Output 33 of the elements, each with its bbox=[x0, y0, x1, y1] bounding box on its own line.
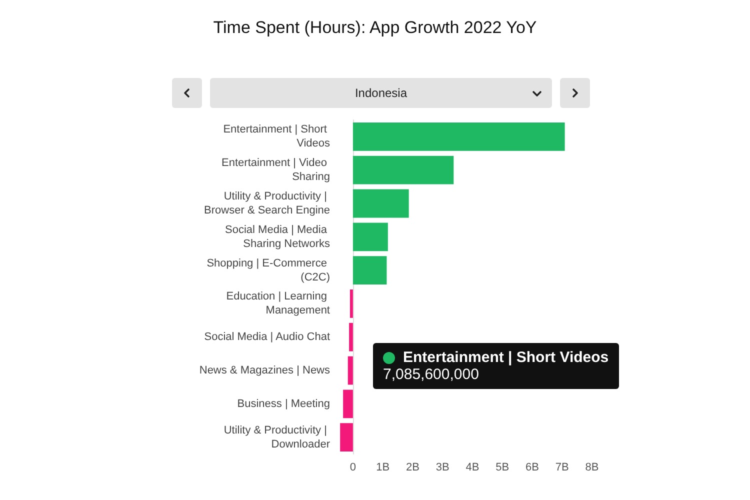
bar bbox=[348, 356, 353, 385]
x-tick-label: 1B bbox=[376, 462, 390, 474]
bar bbox=[349, 322, 353, 352]
bar bbox=[350, 290, 353, 318]
x-tick-label: 3B bbox=[436, 462, 450, 474]
y-tick-label: News & Magazines | News bbox=[199, 364, 330, 376]
x-tick-label: 5B bbox=[496, 462, 510, 474]
bar bbox=[352, 256, 387, 284]
y-tick-label: Social Media | Audio Chat bbox=[204, 331, 330, 344]
bar bbox=[352, 189, 409, 218]
y-tick-label: Utility & Productivity | Browser & Search Engine bbox=[204, 190, 330, 216]
y-tick-label: Education | Learning Management bbox=[226, 290, 330, 317]
x-tick-label: 6B bbox=[526, 462, 539, 474]
y-tick-label: Utility & Productivity | Downloader bbox=[224, 424, 330, 450]
annotation: Entertainment | Short Videos bbox=[403, 349, 609, 366]
x-tick-label: 4B bbox=[466, 462, 480, 474]
annotation: 7,085,600,000 bbox=[383, 366, 480, 383]
bar bbox=[352, 122, 565, 151]
x-tick-label: 0 bbox=[350, 462, 356, 474]
bar bbox=[340, 423, 353, 452]
x-tick-label: 8B bbox=[585, 462, 599, 474]
chart-title: Time Spent (Hours): App Growth 2022 YoY bbox=[213, 18, 537, 37]
y-tick-label: Social Media | Media Sharing Networks bbox=[225, 224, 330, 250]
bar bbox=[352, 222, 388, 252]
y-tick-label: Business | Meeting bbox=[237, 398, 330, 410]
bar bbox=[343, 390, 353, 418]
y-tick-label: Entertainment | Video Sharing bbox=[222, 157, 330, 184]
x-tick-label: 2B bbox=[406, 462, 420, 474]
y-tick-label: Entertainment | Short Videos bbox=[223, 124, 330, 150]
text: Indonesia bbox=[354, 86, 408, 100]
bar bbox=[352, 156, 454, 184]
x-tick-label: 7B bbox=[555, 462, 569, 474]
y-tick-label: Shopping | E-Commerce (C2C) bbox=[206, 257, 330, 284]
